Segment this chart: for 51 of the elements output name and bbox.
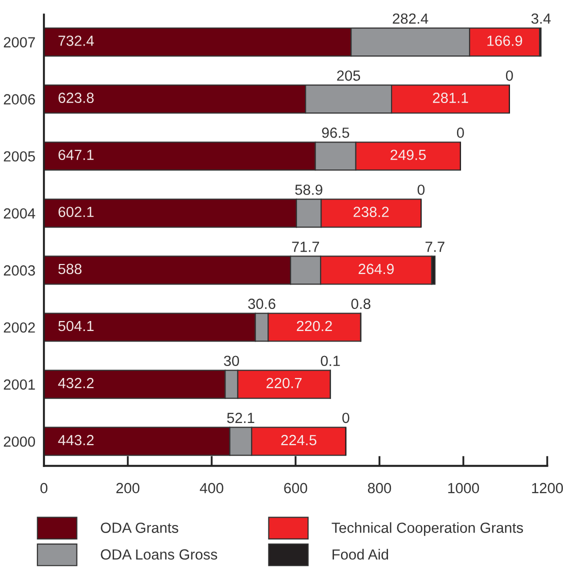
data-label: 30 (224, 356, 240, 366)
data-label: 58.9 (295, 184, 322, 195)
y-tick-label: 2005 (4, 151, 35, 162)
data-label: 166.9 (487, 36, 522, 46)
data-label: 0 (418, 184, 425, 195)
y-tick-label: 2007 (4, 37, 35, 48)
data-label: 7.7 (426, 242, 444, 252)
data-label: 443.2 (58, 434, 94, 446)
data-label: 224.5 (281, 434, 316, 446)
data-label: 0 (506, 70, 513, 81)
y-tick-label: 2006 (4, 94, 35, 105)
x-tick-label: 1000 (448, 482, 479, 494)
x-tick-label: 600 (284, 482, 308, 494)
x-tick-label: 400 (200, 482, 224, 494)
legend-label: Technical Cooperation Grants (332, 522, 524, 536)
legend-label: ODA Loans Gross (100, 549, 218, 560)
data-label: 732.4 (58, 36, 94, 46)
x-tick-label: 200 (116, 482, 140, 494)
legend-label: Food Aid (332, 548, 388, 560)
data-label: 52.1 (227, 412, 254, 424)
data-label: 602.1 (58, 206, 94, 218)
data-label: 71.7 (292, 242, 320, 252)
data-label: 249.5 (390, 150, 426, 160)
data-label: 623.8 (58, 92, 94, 103)
data-label: 0 (456, 128, 464, 138)
data-label: 3.4 (531, 13, 551, 24)
x-tick-label: 800 (368, 482, 392, 494)
data-label: 220.7 (266, 378, 302, 388)
data-label: 282.4 (392, 13, 428, 24)
data-label: 205 (337, 70, 360, 81)
y-tick-label: 2002 (4, 322, 35, 333)
y-tick-label: 2004 (4, 208, 36, 219)
data-label: 264.9 (358, 264, 394, 274)
data-label: 504.1 (58, 320, 94, 332)
x-tick-label: 1200 (532, 482, 563, 494)
data-label: 432.2 (58, 378, 94, 388)
y-tick-label: 2001 (4, 379, 35, 390)
data-label: 281.1 (432, 92, 468, 103)
data-label: 238.2 (354, 206, 389, 218)
legend-label: ODA Grants (100, 522, 178, 533)
x-tick-label: 0 (40, 482, 48, 494)
data-label: 588 (58, 264, 82, 274)
y-tick-label: 2003 (4, 265, 35, 276)
data-label: 30.6 (248, 298, 276, 310)
data-label: 96.5 (322, 128, 350, 138)
y-tick-label: 2000 (4, 436, 36, 447)
data-label: 0.1 (320, 356, 340, 366)
data-label: 0.8 (351, 298, 370, 310)
data-label: 0 (342, 412, 350, 424)
data-label: 647.1 (58, 150, 94, 160)
data-label: 220.2 (296, 320, 332, 332)
